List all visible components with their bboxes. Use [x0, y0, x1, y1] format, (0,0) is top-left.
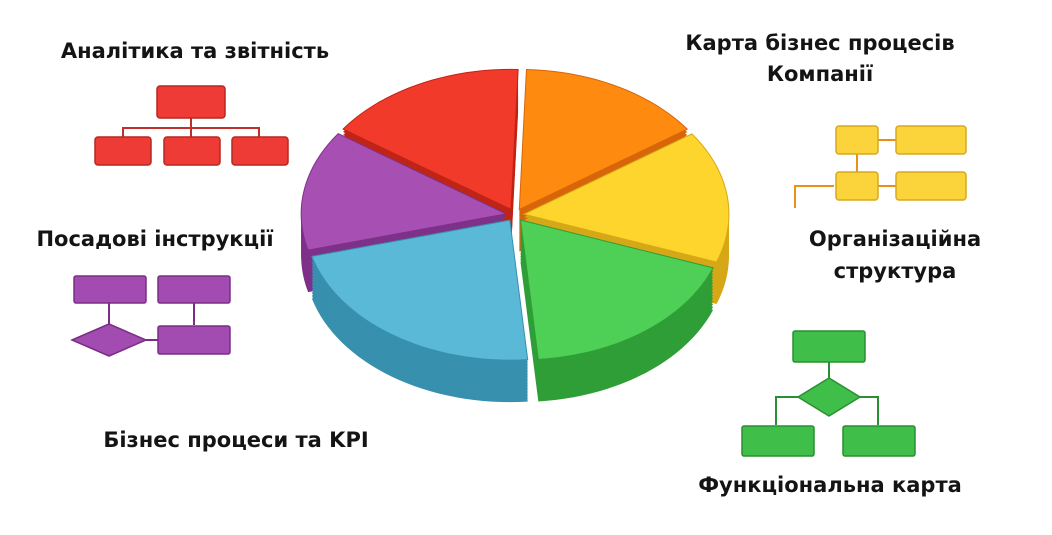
- pie-slice: [518, 69, 689, 211]
- pie-slice: [300, 132, 508, 251]
- flow-icon-yellow: [794, 125, 967, 208]
- flow-icon-green: [741, 330, 916, 457]
- section-label: Функціональна карта: [698, 473, 962, 497]
- section-label: Організаційна: [809, 227, 981, 251]
- pie-slice: [522, 133, 730, 263]
- pie-slice: [342, 68, 519, 211]
- pie-slice: [519, 219, 714, 360]
- section-label: структура: [834, 259, 957, 283]
- section-label: Бізнес процеси та KPI: [103, 428, 368, 452]
- section-label: Компанії: [767, 62, 873, 86]
- section-label: Аналітика та звітність: [61, 39, 329, 63]
- section-label: Посадові інструкції: [36, 227, 273, 251]
- pie-slice: [311, 219, 529, 361]
- org-chart-icon: [94, 85, 289, 166]
- section-label: Карта бізнес процесів: [685, 31, 954, 55]
- flow-icon-purple: [70, 275, 231, 357]
- pie: [300, 68, 730, 403]
